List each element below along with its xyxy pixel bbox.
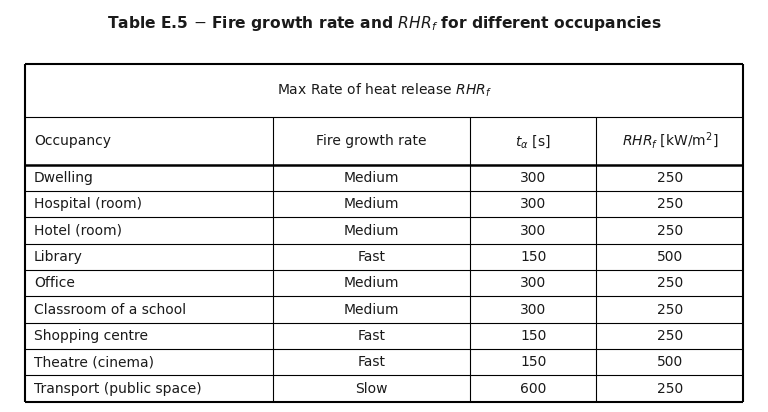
Text: 150: 150 xyxy=(520,250,546,264)
Text: 300: 300 xyxy=(520,197,546,211)
Text: Hotel (room): Hotel (room) xyxy=(34,224,122,238)
Text: Slow: Slow xyxy=(355,382,388,396)
Text: Medium: Medium xyxy=(343,197,399,211)
Text: Library: Library xyxy=(34,250,83,264)
Text: Occupancy: Occupancy xyxy=(34,134,111,148)
Text: 500: 500 xyxy=(657,355,683,369)
Text: Shopping centre: Shopping centre xyxy=(34,329,147,343)
Text: Max Rate of heat release $\mathit{RHR}_\mathit{f}$: Max Rate of heat release $\mathit{RHR}_\… xyxy=(276,82,492,99)
Text: 250: 250 xyxy=(657,197,683,211)
Text: Fast: Fast xyxy=(357,355,386,369)
Text: 250: 250 xyxy=(657,329,683,343)
Text: Fast: Fast xyxy=(357,329,386,343)
Text: 150: 150 xyxy=(520,329,546,343)
Text: 500: 500 xyxy=(657,250,683,264)
Text: Hospital (room): Hospital (room) xyxy=(34,197,142,211)
Text: Office: Office xyxy=(34,276,74,290)
Text: Transport (public space): Transport (public space) xyxy=(34,382,201,396)
Text: Medium: Medium xyxy=(343,302,399,316)
Text: Fire growth rate: Fire growth rate xyxy=(316,134,427,148)
Text: 150: 150 xyxy=(520,355,546,369)
Text: Medium: Medium xyxy=(343,276,399,290)
Text: 250: 250 xyxy=(657,382,683,396)
Text: 250: 250 xyxy=(657,276,683,290)
Text: Medium: Medium xyxy=(343,171,399,185)
Text: 600: 600 xyxy=(520,382,546,396)
Text: Classroom of a school: Classroom of a school xyxy=(34,302,186,316)
Text: Medium: Medium xyxy=(343,224,399,238)
Text: 300: 300 xyxy=(520,224,546,238)
Text: Dwelling: Dwelling xyxy=(34,171,94,185)
Text: Theatre (cinema): Theatre (cinema) xyxy=(34,355,154,369)
Text: Fast: Fast xyxy=(357,250,386,264)
Text: $\mathit{RHR}_\mathit{f}$ [kW/m$^2$]: $\mathit{RHR}_\mathit{f}$ [kW/m$^2$] xyxy=(621,131,718,151)
Text: 300: 300 xyxy=(520,276,546,290)
Text: 250: 250 xyxy=(657,171,683,185)
Text: 300: 300 xyxy=(520,302,546,316)
Text: 300: 300 xyxy=(520,171,546,185)
Text: 250: 250 xyxy=(657,224,683,238)
Text: Table E.5 $-$ Fire growth rate and $\mathbf{\mathit{RHR}}_\mathbf{\mathit{f}}$ f: Table E.5 $-$ Fire growth rate and $\mat… xyxy=(107,14,661,33)
Text: 250: 250 xyxy=(657,302,683,316)
Text: $\mathit{t}_\alpha$ [s]: $\mathit{t}_\alpha$ [s] xyxy=(515,133,551,150)
